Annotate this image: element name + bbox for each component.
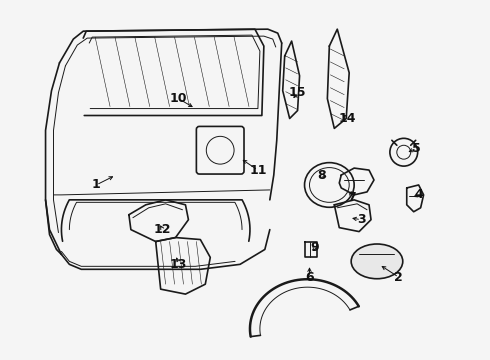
Text: 6: 6 (305, 271, 314, 284)
Text: 2: 2 (394, 271, 403, 284)
Text: 9: 9 (310, 241, 319, 254)
Text: 7: 7 (347, 192, 356, 204)
Text: 11: 11 (249, 163, 267, 176)
Text: 4: 4 (414, 188, 423, 201)
Ellipse shape (351, 244, 403, 279)
Text: 3: 3 (357, 213, 366, 226)
Text: 10: 10 (170, 92, 187, 105)
Text: 1: 1 (92, 179, 100, 192)
Text: 5: 5 (412, 142, 421, 155)
Text: 15: 15 (289, 86, 306, 99)
Text: 8: 8 (317, 168, 326, 181)
Text: 12: 12 (154, 223, 172, 236)
Text: 14: 14 (339, 112, 356, 125)
Text: 13: 13 (170, 258, 187, 271)
